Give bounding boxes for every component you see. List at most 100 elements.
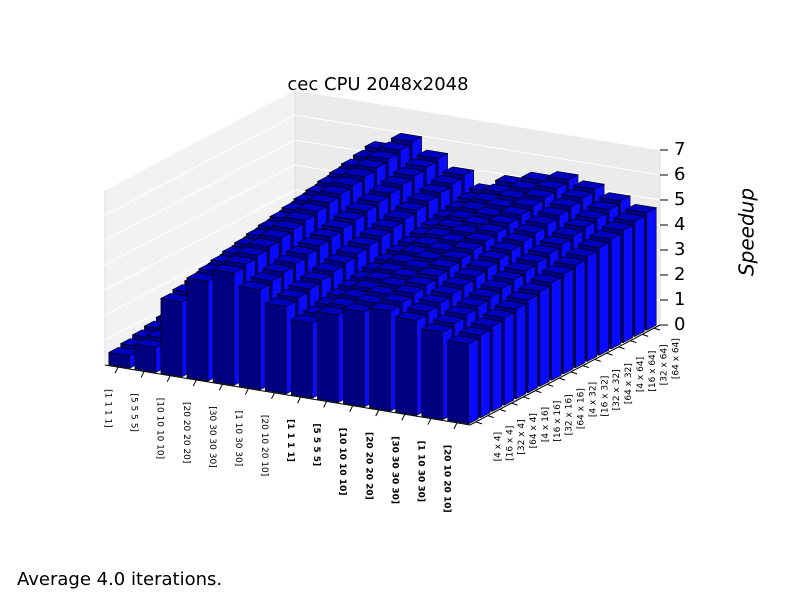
bar-top <box>491 270 525 281</box>
bar-side <box>539 285 550 387</box>
bar-front <box>290 319 313 399</box>
bar-side <box>598 242 610 356</box>
bar-top <box>553 256 586 266</box>
bar-top <box>406 302 439 312</box>
bar-top <box>418 183 451 194</box>
z-tick-label: 7 <box>674 139 685 160</box>
bar-top <box>456 297 489 307</box>
y-tick-label: [4 x 4] <box>493 432 503 462</box>
bar-side <box>575 259 586 369</box>
bar-top <box>380 293 413 303</box>
y-tick-label: [32 x 64] <box>660 344 670 385</box>
bar-top <box>394 311 427 321</box>
z-tick-label: 1 <box>674 289 685 310</box>
x-tick <box>349 405 354 412</box>
bar-top <box>392 167 425 177</box>
bar-top <box>489 241 522 251</box>
x-tick <box>192 379 197 387</box>
bar-top <box>342 167 376 177</box>
bar-top <box>480 279 513 289</box>
y-tick <box>475 421 483 425</box>
bar-top <box>394 201 428 211</box>
bar-top <box>537 206 570 216</box>
bar-side <box>622 224 633 344</box>
bar-top <box>601 221 634 231</box>
z-tick-label: 6 <box>674 164 685 185</box>
bar-top <box>465 259 499 269</box>
y-tick-label: [32 x 4] <box>517 419 527 454</box>
bar-side <box>563 268 574 375</box>
x-tick <box>297 396 301 404</box>
bar-side <box>491 320 503 412</box>
bar-top <box>458 326 491 336</box>
y-tick-label: [32 x 16] <box>565 394 575 435</box>
bar-top <box>430 175 463 185</box>
bar-top <box>442 166 475 176</box>
y-tick <box>630 340 637 344</box>
x-tick-label: [20 10 20 10] <box>259 415 269 476</box>
bar-top <box>487 214 520 224</box>
bar-top <box>259 229 292 239</box>
bar-top <box>427 258 461 268</box>
bar-top <box>432 314 465 324</box>
x-tick <box>375 409 380 417</box>
x-tick-label: [1 10 30 30] <box>233 411 243 467</box>
bar-top <box>503 262 537 272</box>
y-tick <box>511 402 518 406</box>
bar-top <box>586 200 620 211</box>
bar-top <box>321 219 354 229</box>
bar-top <box>475 223 508 233</box>
bar-top <box>264 297 297 307</box>
x-tick <box>401 414 406 421</box>
z-tick-label: 5 <box>674 189 685 210</box>
bar-top <box>416 149 449 159</box>
bar-front <box>343 308 365 408</box>
bar-top <box>572 180 606 190</box>
bar-top <box>295 202 328 212</box>
bar-top <box>235 246 269 256</box>
bar-top <box>494 300 527 310</box>
x-tick <box>427 418 432 425</box>
bar-top <box>525 215 558 225</box>
bar-top <box>454 267 487 277</box>
x-tick <box>323 401 328 408</box>
bar-top <box>390 132 423 142</box>
bar-top <box>482 308 515 319</box>
bar-top <box>529 273 563 284</box>
chart-title: cec CPU 2048x2048 <box>287 74 468 95</box>
bar-top <box>577 238 610 249</box>
y-tick <box>606 352 613 356</box>
y-tick <box>487 415 494 419</box>
bar-side <box>634 215 645 337</box>
bar-top <box>354 159 387 169</box>
bar-top <box>319 185 352 195</box>
bar-side <box>515 303 526 400</box>
bar-top <box>371 218 404 229</box>
bar-top <box>416 267 449 277</box>
x-tick <box>140 371 145 378</box>
bar-front <box>447 340 469 425</box>
bar-top <box>297 237 330 247</box>
bar-top <box>451 241 484 251</box>
y-tick-label: [16 x 32] <box>600 376 610 417</box>
x-tick-label: [1 1 1 1] <box>103 389 113 428</box>
bar-top <box>261 263 295 273</box>
bar-top <box>276 288 309 299</box>
bar-top <box>560 189 594 199</box>
z-tick-label: 0 <box>674 314 685 335</box>
x-tick-label: [10 10 10 10] <box>155 398 165 459</box>
bar-top <box>378 141 411 151</box>
bar-top <box>518 282 551 292</box>
bar-top <box>430 285 463 295</box>
bar-top <box>311 262 345 272</box>
bar-top <box>446 335 480 345</box>
x-tick <box>453 422 458 430</box>
bar-top <box>406 192 440 202</box>
y-tick-label: [64 x 64] <box>672 338 682 379</box>
z-tick-label: 2 <box>674 264 685 285</box>
bar-front <box>421 328 443 421</box>
bar-top <box>333 210 366 221</box>
bar-top <box>463 232 496 242</box>
bar-side <box>503 312 515 406</box>
bar-top <box>368 302 401 312</box>
